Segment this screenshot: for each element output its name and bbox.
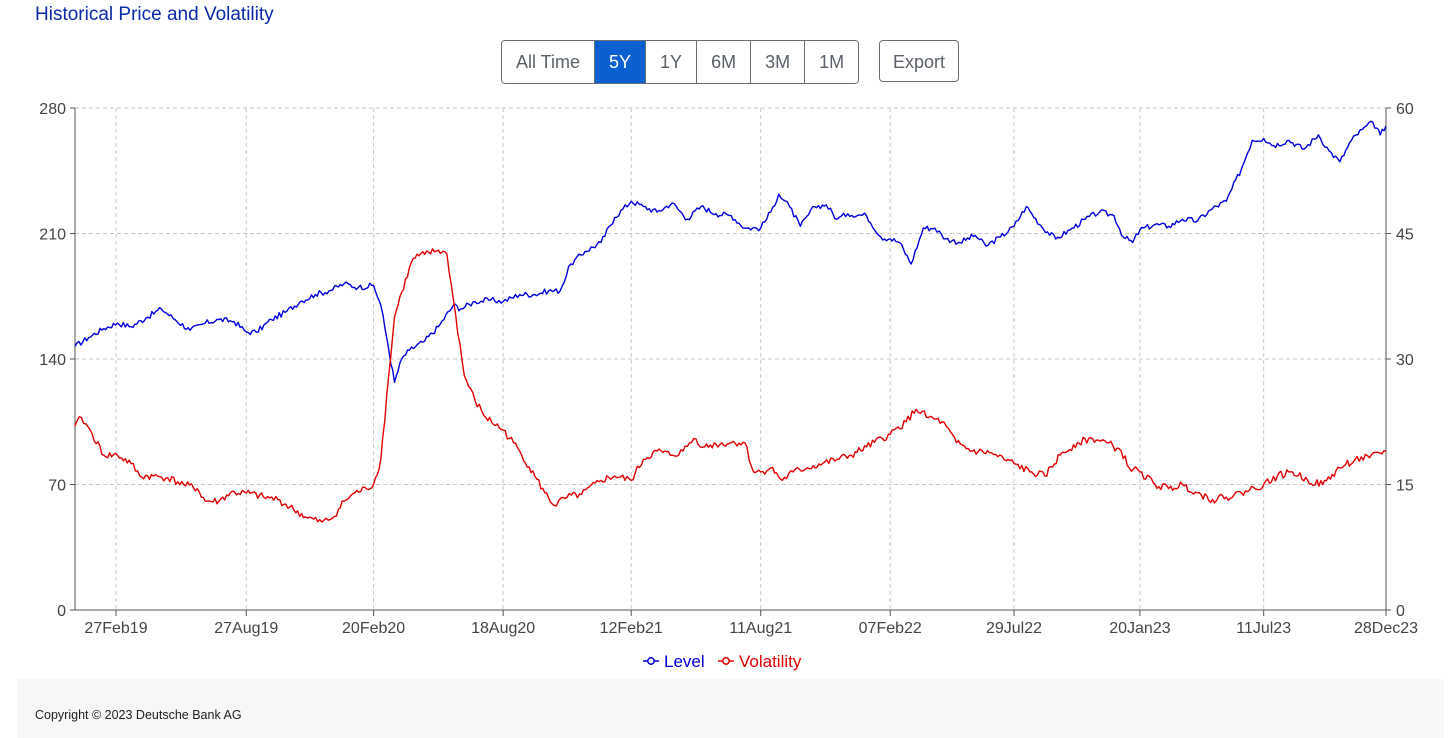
x-tick-label: 27Aug19 xyxy=(214,620,278,637)
price-volatility-chart: 27Feb19 27Aug19 20Feb20 18Aug20 12Feb21 11Aug… xyxy=(39,101,1418,671)
x-tick-label: 11Aug21 xyxy=(729,620,792,637)
range-button-6m[interactable]: 6M xyxy=(696,41,751,83)
x-tick-label: 12Feb21 xyxy=(600,620,663,637)
legend-swatch-marker xyxy=(647,657,655,665)
series-volatility-line xyxy=(74,248,1387,523)
legend-label-volatility: Volatility xyxy=(739,652,802,671)
range-button-3m[interactable]: 3M xyxy=(750,41,805,83)
y-right-tick-label: 0 xyxy=(1396,603,1405,620)
range-button-group: All Time 5Y 1Y 6M 3M 1M xyxy=(501,40,860,84)
y-right-tick-label: 60 xyxy=(1396,101,1414,118)
y-right-tick-label: 45 xyxy=(1396,227,1414,244)
x-tick-label: 27Feb19 xyxy=(84,620,147,637)
range-button-1y[interactable]: 1Y xyxy=(645,41,697,83)
footer: Copyright © 2023 Deutsche Bank AG xyxy=(17,679,1444,738)
x-tick-label: 29Jul22 xyxy=(986,620,1042,637)
x-tick-label: 07Feb22 xyxy=(859,620,922,637)
y-left-tick-label: 70 xyxy=(48,478,66,495)
x-tick-label: 20Jan23 xyxy=(1109,620,1170,637)
x-tick-label: 18Aug20 xyxy=(471,620,535,637)
export-button[interactable]: Export xyxy=(879,40,960,82)
y-right-tick-label: 30 xyxy=(1396,352,1414,369)
y-right-tick-label: 15 xyxy=(1396,478,1414,495)
legend-label-level: Level xyxy=(664,652,705,671)
x-tick-label: 28Dec23 xyxy=(1354,620,1418,637)
x-tick-label: 20Feb20 xyxy=(342,620,405,637)
copyright-text: Copyright © 2023 Deutsche Bank AG xyxy=(35,708,242,722)
range-button-1m[interactable]: 1M xyxy=(804,41,859,83)
range-button-5y[interactable]: 5Y xyxy=(594,41,646,83)
legend-swatch-marker xyxy=(722,657,730,665)
y-left-tick-label: 280 xyxy=(39,101,66,118)
series-level-line xyxy=(74,120,1387,383)
x-tick-label: 11Jul23 xyxy=(1236,620,1291,637)
range-button-all-time[interactable]: All Time xyxy=(502,41,595,83)
page-title: Historical Price and Volatility xyxy=(35,4,274,25)
y-left-tick-label: 140 xyxy=(39,352,66,369)
y-left-tick-label: 210 xyxy=(39,227,66,244)
y-left-tick-label: 0 xyxy=(57,603,66,620)
